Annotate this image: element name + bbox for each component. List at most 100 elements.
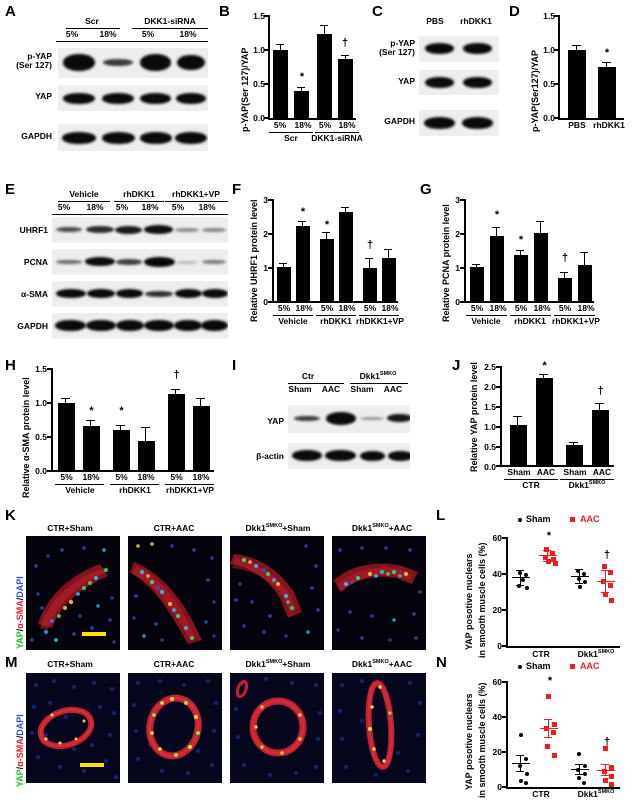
panel-n-ytick-1: 20 [492, 747, 502, 757]
panel-m-image-1[interactable] [26, 673, 120, 783]
panel-b-xcat-2: 18% [294, 120, 312, 130]
panel-h-ytick-0: 0.0 [35, 466, 47, 476]
panel-b-ytick-0: 0.0 [253, 113, 265, 123]
panel-f-sig-2: * [300, 206, 306, 218]
panel-g-xcat-6: 18% [577, 303, 595, 313]
panel-f-xcat-3: 5% [320, 303, 334, 313]
panel-b-bar-2 [294, 91, 309, 118]
panel-g-sig-2: * [494, 209, 500, 221]
panel-g-label: G [420, 181, 432, 198]
panel-e-lane-5: 5% [171, 202, 185, 212]
panel-f-xcat-1: 5% [277, 303, 291, 313]
panel-a-gel-gapdh [58, 124, 208, 151]
panel-n-label: N [436, 654, 447, 671]
panel-a-gel-yap [58, 85, 208, 111]
panel-a-row-yap: YAP [35, 91, 52, 101]
panel-h-ytick-1: 0.5 [35, 432, 47, 442]
panel-b-ytick-3: 1.5 [253, 11, 265, 21]
panel-j-group-1: CTR [522, 480, 540, 490]
panel-e-gel-gapdh [52, 313, 228, 339]
panel-k-scalebar-1 [82, 632, 106, 636]
panel-g-ytick-2: 2 [455, 229, 460, 239]
panel-g-bar-5 [558, 278, 572, 301]
panel-e-gel-asma [52, 281, 228, 307]
panel-d-ytick-3: 1.5 [543, 11, 555, 21]
panel-g-sig-5: † [561, 252, 569, 264]
panel-m-label: M [5, 654, 18, 671]
panel-l-group-1: CTR [532, 649, 550, 659]
panel-k-image-1[interactable] [26, 536, 120, 650]
panel-b-xcat-4: 18% [338, 120, 356, 130]
panel-h-bar-4 [138, 441, 155, 470]
panel-n-y-axis [506, 681, 508, 789]
panel-g-bar-6 [578, 265, 592, 301]
panel-a-rule-dkk1 [132, 28, 208, 29]
panel-c-gel-pyap [419, 36, 499, 62]
panel-m-image-2[interactable] [128, 673, 222, 783]
panel-e-group-vehicle: Vehicle [69, 189, 99, 199]
panel-g-xcat-2: 18% [489, 303, 507, 313]
panel-k-image-2[interactable] [128, 536, 222, 650]
panel-m-image-4[interactable] [332, 673, 426, 783]
panel-l-ytick-1: 20 [492, 605, 502, 615]
panel-j-bar-1 [510, 425, 527, 465]
panel-k-title-3: Dkk1SMKO+Sham [245, 523, 311, 533]
panel-n-ylabel-1: YAP posotive nuclears [464, 693, 474, 790]
panel-j-bar-4 [592, 410, 609, 465]
panel-b-y-axis [268, 15, 270, 120]
panel-g-sig-3: * [518, 234, 524, 246]
panel-j-sig-2: * [542, 360, 547, 372]
panel-n-ytick-3: 60 [492, 677, 502, 687]
panel-j-xcat-2: AAC [536, 467, 556, 477]
panel-g-bar-3 [514, 255, 528, 301]
panel-f-ytick-0: 0 [263, 297, 268, 307]
panel-g-ytick-0: 0 [455, 297, 460, 307]
panel-f-group-1: Vehicle [278, 316, 308, 326]
panel-d-xcat-2: rhDKK1 [593, 120, 625, 130]
panel-g-xcat-3: 5% [514, 303, 528, 313]
panel-j-ytick-5: 2.5 [484, 362, 496, 372]
panel-d-ytick-1: 0.5 [543, 79, 555, 89]
panel-d-y-axis [558, 15, 560, 120]
panel-e-row-uhrf1: UHRF1 [19, 225, 48, 235]
panel-f-bar-2 [296, 226, 310, 301]
panel-d-bar-2 [598, 67, 616, 118]
panel-e-lane-6: 18% [198, 202, 216, 212]
panel-l-group-2: Dkk1SMKO [577, 649, 615, 659]
panel-g-x-axis [464, 301, 594, 303]
panel-i-gel-bactin [288, 443, 410, 469]
panel-j-xcat-3: Sham [563, 467, 587, 477]
panel-d-bar-1 [568, 50, 586, 118]
panel-a-label: A [5, 3, 16, 20]
panel-j-ytick-4: 2.0 [484, 382, 496, 392]
panel-f-ytick-1: 1 [263, 263, 268, 273]
panel-l-legend-sham: Sham [526, 514, 551, 524]
panel-g-bar-4 [534, 233, 548, 301]
panel-f-group-3: rhDKK1+VP [356, 316, 404, 326]
panel-f-xcat-6: 18% [381, 303, 399, 313]
panel-l-legend-sq-aac [570, 517, 575, 522]
panel-d-ytick-0: 0.0 [543, 113, 555, 123]
panel-f-bar-4 [339, 212, 353, 301]
panel-n-sig-ctr-aac: * [547, 675, 553, 687]
panel-l-sig-ctr-aac: * [546, 530, 552, 542]
panel-k-image-4[interactable] [332, 536, 426, 650]
panel-f-xcat-4: 18% [338, 303, 356, 313]
panel-a-rule-scr [66, 28, 120, 29]
panel-n-group-1: CTR [532, 789, 550, 799]
panel-d-ytick-2: 1.0 [543, 45, 555, 55]
panel-j-group-2: Dkk1SMKO [568, 480, 606, 490]
panel-g-group-3: rhDKK1+VP [552, 316, 600, 326]
panel-c-gel-yap [419, 70, 499, 95]
panel-a-group-dkk1: DKK1-siRNA [144, 16, 196, 26]
panel-k-image-3[interactable] [230, 536, 324, 650]
panel-m-image-3[interactable] [230, 673, 324, 783]
panel-m-title-3: Dkk1SMKO+Sham [245, 659, 311, 669]
panel-f-bar-3 [320, 239, 334, 301]
panel-l-sig-ko-aac: † [603, 549, 611, 561]
panel-a-gel-pyap [58, 48, 208, 78]
panel-f-ytick-2: 2 [263, 229, 268, 239]
panel-m-scalebar-1 [80, 763, 104, 767]
panel-j-ytick-0: 0.0 [484, 462, 496, 472]
panel-f-y-axis [272, 199, 274, 303]
